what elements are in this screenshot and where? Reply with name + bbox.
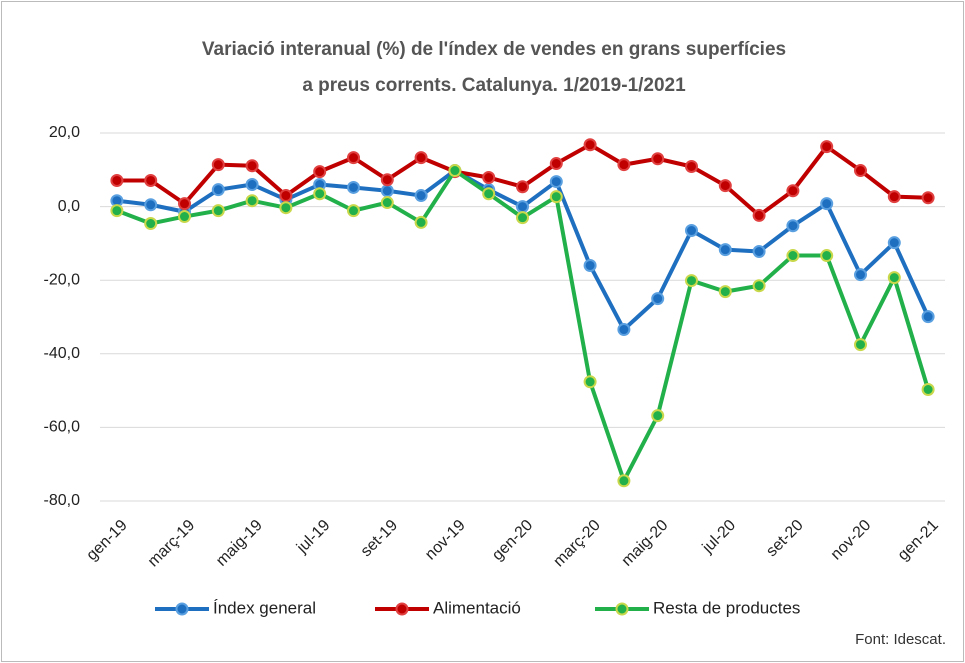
data-point [752, 279, 766, 293]
data-point [752, 244, 766, 258]
data-point [482, 187, 496, 201]
legend-marker [395, 602, 409, 616]
data-point [549, 175, 563, 189]
data-point [887, 190, 901, 204]
data-point [887, 236, 901, 250]
data-point [178, 210, 191, 224]
source-note: Font: Idescat. [855, 631, 946, 648]
chart-title: Variació interanual (%) de l'índex de ve… [202, 39, 786, 60]
legend-marker [615, 602, 629, 616]
data-point [347, 151, 360, 165]
y-tick-label: 0,0 [58, 198, 80, 215]
data-point [414, 189, 428, 203]
data-point [347, 180, 360, 194]
data-point [854, 268, 867, 282]
y-tick-label: -20,0 [44, 271, 81, 288]
data-point [178, 197, 191, 211]
data-point [313, 187, 327, 201]
data-point [617, 158, 631, 172]
data-point [245, 159, 259, 173]
legend-label: Alimentació [433, 598, 521, 617]
data-point [786, 219, 800, 233]
data-point [820, 140, 834, 154]
data-point [820, 249, 834, 263]
legend-label: Índex general [213, 598, 316, 617]
data-point [414, 151, 428, 165]
chart-title: a preus corrents. Catalunya. 1/2019-1/20… [302, 75, 686, 96]
data-point [144, 217, 158, 231]
legend-marker [175, 602, 189, 616]
data-point [718, 243, 732, 257]
data-point [313, 165, 327, 179]
data-point [921, 382, 935, 396]
y-tick-label: -60,0 [44, 419, 81, 436]
data-point [887, 271, 901, 285]
data-point [718, 285, 732, 299]
data-point [211, 183, 225, 197]
data-point [245, 194, 259, 208]
data-point [718, 179, 732, 193]
data-point [583, 138, 597, 152]
y-tick-label: -80,0 [44, 492, 81, 509]
y-tick-label: 20,0 [49, 124, 80, 141]
data-point [583, 375, 597, 389]
data-point [854, 164, 867, 178]
data-point [516, 211, 529, 225]
data-point [820, 197, 834, 211]
data-point [380, 184, 394, 198]
data-point [549, 157, 563, 171]
data-point [685, 159, 698, 173]
data-point [279, 201, 293, 215]
data-point [685, 224, 698, 238]
data-point [110, 204, 124, 218]
data-point [380, 196, 394, 210]
data-point [448, 164, 462, 178]
data-point [854, 338, 867, 352]
data-point [279, 189, 293, 203]
data-point [583, 258, 597, 272]
data-point [211, 204, 225, 218]
data-point [110, 173, 124, 187]
legend-label: Resta de productes [653, 598, 800, 617]
data-point [617, 474, 631, 488]
data-point [516, 200, 529, 214]
data-point [482, 171, 496, 185]
data-point [380, 173, 394, 187]
y-tick-label: -40,0 [44, 345, 81, 362]
data-point [685, 274, 698, 288]
data-point [617, 323, 631, 337]
data-point [786, 249, 800, 263]
data-point [786, 184, 800, 198]
data-point [144, 173, 158, 187]
data-point [549, 190, 563, 204]
data-point [921, 191, 935, 205]
data-point [921, 310, 935, 324]
data-point [414, 215, 428, 229]
data-point [651, 292, 665, 306]
data-point [245, 178, 259, 192]
data-point [347, 204, 360, 218]
data-point [651, 152, 665, 166]
data-point [752, 208, 766, 222]
data-point [144, 198, 158, 212]
data-point [516, 180, 529, 194]
data-point [211, 158, 225, 172]
data-point [651, 409, 665, 423]
